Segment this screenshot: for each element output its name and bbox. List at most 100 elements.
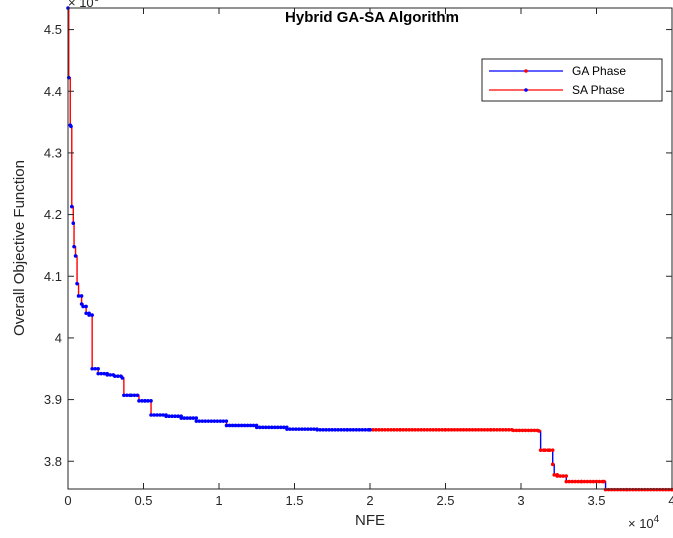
data-point: [523, 428, 528, 433]
data-point: [597, 479, 602, 484]
y-exponent-base: × 10: [68, 0, 94, 10]
data-point: [132, 393, 137, 398]
data-point: [495, 428, 499, 432]
legend-box: [481, 58, 663, 102]
data-point: [233, 423, 238, 428]
data-point: [291, 427, 295, 431]
y-tick-label: 4.3: [44, 145, 62, 160]
data-point: [407, 428, 412, 432]
data-point: [360, 428, 365, 432]
data-point: [146, 399, 150, 403]
data-point: [197, 419, 202, 423]
data-point: [152, 413, 156, 417]
data-point: [245, 423, 250, 428]
data-point: [550, 462, 555, 467]
data-point: [327, 428, 331, 432]
data-point: [72, 244, 76, 249]
x-tick-label: 1.5: [285, 493, 303, 508]
data-point: [71, 221, 76, 226]
data-point: [517, 428, 522, 433]
data-point: [164, 414, 168, 419]
data-point: [507, 428, 511, 432]
data-point: [485, 428, 490, 432]
data-point: [69, 204, 74, 209]
data-point: [125, 393, 129, 398]
data-point: [455, 428, 460, 432]
data-point: [167, 414, 171, 419]
data-point: [547, 448, 552, 452]
data-point: [203, 419, 208, 423]
data-point: [170, 414, 174, 419]
data-point: [570, 479, 575, 484]
x-tick-label: 4: [668, 493, 673, 508]
x-tick-label: 0.5: [134, 493, 152, 508]
data-point: [135, 393, 140, 398]
y-tick-label: 4: [55, 330, 62, 345]
data-point: [140, 399, 144, 403]
data-point: [392, 428, 396, 432]
y-axis-label: Overall Objective Function: [11, 160, 28, 336]
data-point: [582, 479, 587, 484]
data-point: [558, 474, 563, 478]
data-point: [333, 428, 337, 432]
data-point: [275, 425, 280, 430]
data-point: [212, 419, 217, 423]
data-point: [173, 414, 177, 419]
data-point: [281, 425, 286, 430]
data-point: [266, 425, 271, 430]
data-point: [209, 419, 214, 423]
data-point: [511, 428, 516, 433]
data-point: [532, 428, 537, 433]
x-axis-label: NFE: [355, 512, 385, 529]
data-point: [395, 428, 399, 432]
data-point: [389, 428, 393, 432]
data-point: [537, 429, 541, 433]
data-point: [345, 428, 350, 432]
data-point: [579, 479, 584, 484]
data-point: [434, 428, 439, 432]
data-point: [96, 371, 100, 376]
data-point: [194, 419, 199, 423]
data-point: [99, 371, 103, 376]
x-tick-label: 1: [215, 493, 222, 508]
data-point: [69, 124, 73, 129]
data-point: [529, 428, 534, 433]
x-tick-label: 0: [64, 493, 71, 508]
data-point: [526, 428, 531, 433]
data-point: [224, 423, 229, 428]
data-point: [182, 416, 187, 420]
data-point: [443, 428, 448, 432]
data-point: [84, 304, 88, 309]
data-point: [227, 423, 232, 428]
data-point: [251, 423, 256, 428]
data-point: [422, 428, 427, 432]
data-point: [467, 428, 472, 432]
data-point: [254, 425, 259, 430]
data-point: [161, 413, 165, 417]
x-tick-label: 3: [517, 493, 524, 508]
data-point: [330, 428, 334, 432]
legend-marker-sa: [524, 88, 528, 92]
data-point: [300, 427, 304, 431]
data-point: [93, 366, 97, 371]
data-point: [552, 473, 557, 477]
data-point: [482, 428, 487, 432]
data-point: [242, 423, 247, 428]
data-point: [278, 425, 283, 430]
data-point: [122, 393, 126, 398]
data-point: [464, 428, 469, 432]
data-point: [410, 428, 415, 432]
data-point: [105, 373, 110, 377]
data-point: [176, 414, 180, 419]
data-point: [567, 479, 572, 484]
data-point: [120, 376, 125, 380]
data-point: [371, 428, 375, 432]
data-point: [96, 366, 100, 371]
y-exponent-label: × 106: [68, 0, 100, 10]
y-ticks: 3.8 3.9 4 4.1 4.2 4.3 4.4 4.5: [44, 22, 672, 469]
data-point: [321, 428, 325, 432]
data-point: [470, 428, 475, 432]
data-point: [179, 416, 184, 420]
y-tick-label: 3.8: [44, 454, 62, 469]
